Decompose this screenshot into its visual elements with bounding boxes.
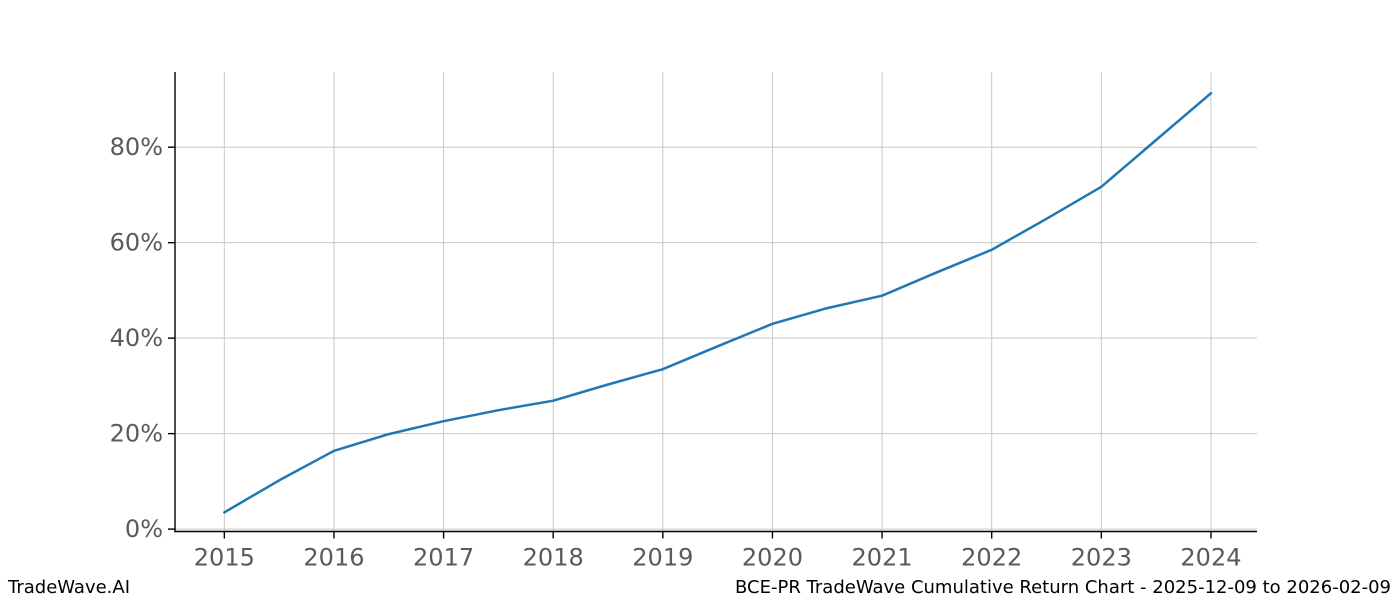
x-tick-label: 2019: [632, 544, 693, 572]
x-tick-label: 2023: [1071, 544, 1132, 572]
x-tick-label: 2016: [303, 544, 364, 572]
y-tick-label: 40%: [110, 324, 163, 352]
x-tick-label: 2022: [961, 544, 1022, 572]
brand-watermark: TradeWave.AI: [8, 577, 131, 598]
x-tick-label: 2015: [194, 544, 255, 572]
x-tick-label: 2018: [523, 544, 584, 572]
x-tick-label: 2024: [1180, 544, 1241, 572]
x-tick-label: 2021: [852, 544, 913, 572]
y-tick-label: 20%: [110, 420, 163, 448]
x-tick-label: 2020: [742, 544, 803, 572]
chart-caption: BCE-PR TradeWave Cumulative Return Chart…: [735, 577, 1391, 598]
x-tick-label: 2017: [413, 544, 474, 572]
series-line-bce-pr: [223, 91, 1213, 514]
y-tick-label: 60%: [110, 229, 163, 257]
y-tick-label: 80%: [110, 133, 163, 161]
y-tick-label: 0%: [125, 515, 163, 543]
